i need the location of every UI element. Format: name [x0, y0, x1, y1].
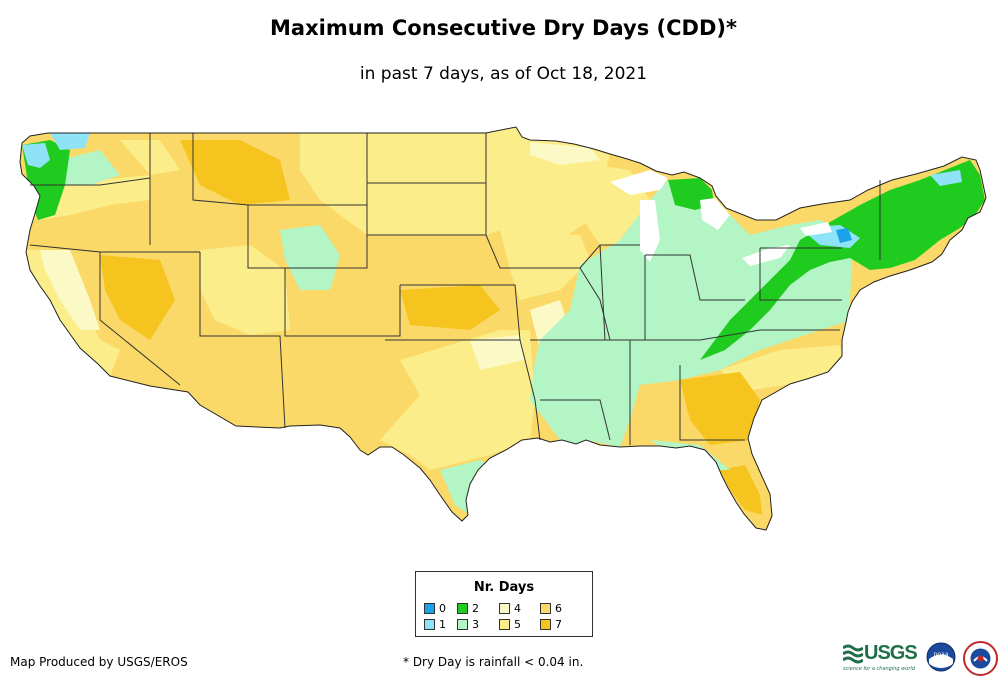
lake-superior [610, 170, 668, 195]
cdd-0-adirondack [836, 228, 852, 243]
cdd-7-montana [180, 140, 290, 205]
cdd-4-missouri [530, 300, 570, 350]
boundary-tennessee [605, 329, 840, 341]
boundary-dakotas [366, 133, 486, 236]
cdd-7-nevada [100, 255, 175, 340]
cdd-5-north-carolina [720, 345, 842, 392]
cdd-7-florida [720, 465, 762, 515]
cdd-4-central-valley [40, 250, 100, 330]
legend-swatch-6 [540, 603, 551, 614]
boundary-oklahoma [385, 339, 541, 441]
cdd-1-maine [930, 170, 962, 186]
cdd-7-kansas [400, 285, 500, 330]
boundary-ca-nv [29, 244, 181, 386]
boundary-ga [679, 365, 745, 441]
boundary-wa-or [30, 177, 151, 186]
legend-label-0: 0 [439, 602, 446, 615]
cdd-5-iowa [500, 230, 590, 300]
lake-erie [742, 245, 790, 266]
footnote-text: * Dry Day is rainfall < 0.04 in. [403, 655, 584, 669]
legend: Nr. Days 0 1 2 3 4 5 6 7 [415, 571, 593, 637]
boundary-mt-west [192, 133, 249, 206]
usgs-tagline: science for a changing world [843, 666, 915, 672]
legend-swatch-5 [499, 619, 510, 630]
usgs-wave-icon [843, 644, 863, 664]
legend-label-4: 4 [514, 602, 521, 615]
map-title: Maximum Consecutive Dry Days (CDD)* [270, 16, 737, 40]
legend-swatch-1 [424, 619, 435, 630]
lake-michigan [640, 200, 660, 262]
noaa-logo-icon: noaa [926, 642, 956, 672]
legend-swatch-2 [457, 603, 468, 614]
nws-logo-icon [963, 641, 998, 676]
legend-label-1: 1 [439, 618, 446, 631]
legend-swatch-3 [457, 619, 468, 630]
boundary-louisiana [540, 399, 611, 441]
credit-text: Map Produced by USGS/EROS [10, 655, 188, 669]
lake-ontario [800, 222, 832, 236]
cdd-1-north-cascades [50, 133, 90, 150]
legend-label-5: 5 [514, 618, 521, 631]
lake-huron [700, 198, 730, 230]
cdd-7-georgia [680, 372, 760, 445]
legend-label-6: 6 [555, 602, 562, 615]
boundary-missouri [530, 267, 611, 341]
state-boundaries [29, 133, 881, 445]
cdd-1-olympic [22, 143, 50, 168]
legend-label-2: 2 [472, 602, 479, 615]
cdd-2-appalachian-northeast [700, 160, 985, 360]
boundary-ohio [645, 254, 745, 301]
boundary-wyoming [247, 205, 368, 269]
cdd-4-oklahoma [470, 335, 525, 370]
dry-days-raster [20, 127, 986, 530]
legend-label-3: 3 [472, 618, 479, 631]
legend-title: Nr. Days [473, 580, 535, 595]
usgs-logo: USGS science for a changing world [843, 642, 923, 672]
usgs-wordmark: USGS [864, 642, 918, 664]
legend-swatch-7 [540, 619, 551, 630]
boundary-colorado [284, 268, 401, 337]
cdd-3-mid-east [530, 180, 852, 447]
cdd-3-washington-central [60, 150, 120, 185]
cdd-5-dakotas [300, 133, 500, 235]
map-subtitle: in past 7 days, as of Oct 18, 2021 [359, 64, 648, 84]
us-outline [19, 126, 987, 531]
boundary-pennsylvania [759, 248, 842, 301]
cdd-4-north-minnesota [530, 142, 600, 165]
boundary-ut-az-nm [199, 252, 286, 429]
cdd-3-colorado [280, 225, 340, 290]
legend-swatch-0 [424, 603, 435, 614]
boundary-minnesota-iowa [485, 133, 580, 269]
boundary-kansas [400, 284, 521, 341]
noaa-logo-text: noaa [934, 651, 949, 658]
great-lakes [610, 170, 832, 266]
legend-label-7: 7 [555, 618, 562, 631]
legend-swatch-4 [499, 603, 510, 614]
